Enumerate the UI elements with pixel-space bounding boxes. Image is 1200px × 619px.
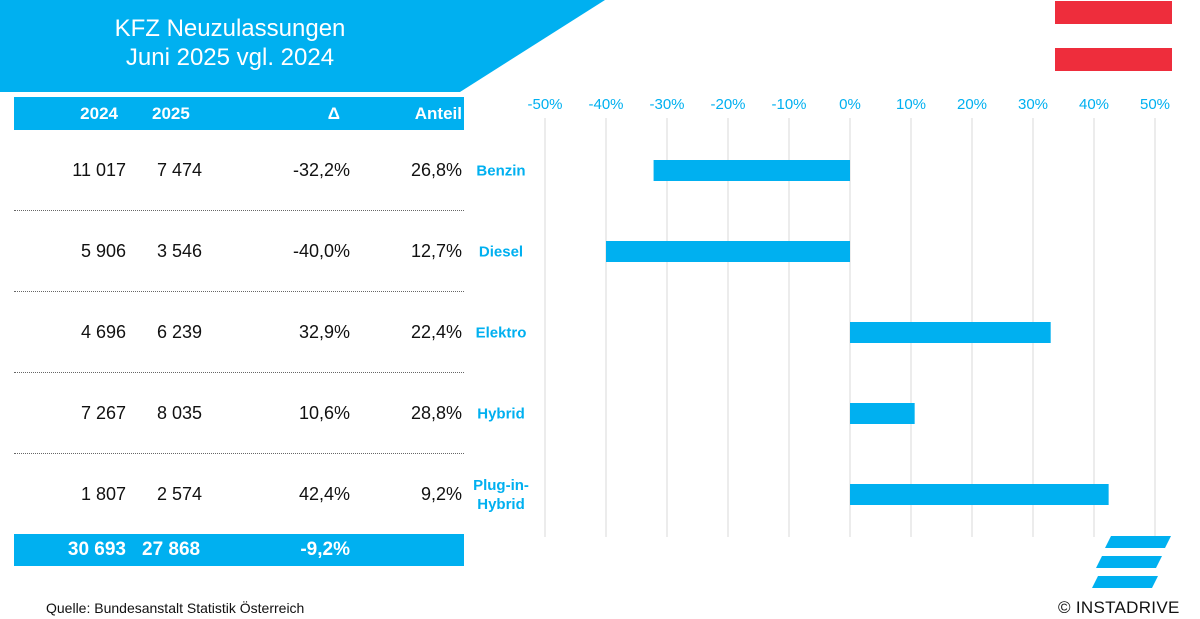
table-total-row: 30 693 27 868 -9,2% bbox=[14, 534, 464, 566]
x-tick-label: -40% bbox=[588, 96, 623, 113]
cell-share: 22,4% bbox=[410, 322, 462, 342]
cell-share: 28,8% bbox=[410, 403, 462, 423]
cell-2025: 6 239 bbox=[157, 322, 203, 342]
x-tick-label: -10% bbox=[771, 96, 806, 113]
data-table: 2024 2025 Δ Anteil 11 017 7 474 -32,2% 2… bbox=[14, 97, 464, 566]
table-row: 11 017 7 474 -32,2% 26,8% bbox=[14, 130, 464, 211]
flag-stripe-bottom bbox=[1055, 48, 1172, 71]
bar bbox=[850, 403, 915, 424]
title-line-1: KFZ Neuzulassungen bbox=[114, 15, 346, 42]
x-tick-label: -50% bbox=[527, 96, 562, 113]
total-2024: 30 693 bbox=[67, 539, 126, 560]
cell-delta: 32,9% bbox=[298, 322, 350, 342]
total-2025: 27 868 bbox=[142, 539, 201, 560]
cell-share: 26,8% bbox=[410, 160, 462, 180]
instadrive-logo-icon bbox=[1092, 536, 1171, 588]
title-line-2: Juni 2025 vgl. 2024 bbox=[125, 44, 335, 71]
x-tick-label: 10% bbox=[896, 96, 926, 113]
col-header-2024: 2024 bbox=[80, 104, 118, 123]
cell-2025: 7 474 bbox=[157, 160, 203, 180]
x-tick-label: 30% bbox=[1018, 96, 1048, 113]
flag-stripe-top bbox=[1055, 1, 1172, 24]
copyright-label: © INSTADRIVE bbox=[1058, 598, 1180, 617]
cell-2025: 2 574 bbox=[157, 484, 203, 504]
bar-layer bbox=[606, 160, 1109, 505]
category-label: Elektro bbox=[476, 325, 527, 342]
x-tick-label: 50% bbox=[1140, 96, 1170, 113]
table-header: 2024 2025 Δ Anteil bbox=[14, 97, 464, 130]
cell-share: 9,2% bbox=[420, 484, 462, 504]
category-label: Hybrid bbox=[477, 406, 525, 423]
category-label: Diesel bbox=[479, 244, 523, 261]
bar bbox=[850, 484, 1109, 505]
cell-2024: 7 267 bbox=[80, 403, 126, 423]
col-header-2025: 2025 bbox=[152, 104, 190, 123]
cell-2024: 1 807 bbox=[80, 484, 126, 504]
category-label: Benzin bbox=[476, 163, 525, 180]
cell-share: 12,7% bbox=[410, 241, 462, 261]
cell-delta: -32,2% bbox=[292, 160, 350, 180]
cell-2024: 5 906 bbox=[80, 241, 126, 261]
category-label-layer: Benzin Diesel Elektro Hybrid Plug-in-Hybrid bbox=[473, 163, 529, 514]
tick-layer: -50% -40% -30% -20% -10% 0% 10% 20% 30% 40% 50% bbox=[527, 96, 1170, 113]
cell-delta: 10,6% bbox=[298, 403, 350, 423]
cell-2025: 8 035 bbox=[157, 403, 203, 423]
title-banner bbox=[0, 0, 605, 92]
page-title: KFZ Neuzulassungen Juni 2025 vgl. 2024 bbox=[0, 14, 460, 72]
x-tick-label: 0% bbox=[839, 96, 861, 113]
table-row: 4 696 6 239 32,9% 22,4% bbox=[14, 292, 464, 373]
total-delta: -9,2% bbox=[300, 539, 350, 560]
cell-delta: 42,4% bbox=[298, 484, 350, 504]
table-row: 5 906 3 546 -40,0% 12,7% bbox=[14, 211, 464, 292]
x-tick-label: 20% bbox=[957, 96, 987, 113]
col-header-delta: Δ bbox=[327, 104, 340, 123]
source-note: Quelle: Bundesanstalt Statistik Österrei… bbox=[46, 600, 305, 616]
x-tick-label: -30% bbox=[649, 96, 684, 113]
cell-delta: -40,0% bbox=[292, 241, 350, 261]
col-header-share: Anteil bbox=[414, 104, 462, 123]
table-row: 1 807 2 574 42,4% 9,2% bbox=[14, 454, 464, 534]
x-tick-label: 40% bbox=[1079, 96, 1109, 113]
bar bbox=[653, 160, 850, 181]
bar bbox=[606, 241, 850, 262]
cell-2024: 11 017 bbox=[72, 160, 126, 180]
table-row: 7 267 8 035 10,6% 28,8% bbox=[14, 373, 464, 454]
cell-2025: 3 546 bbox=[157, 241, 203, 261]
category-label: Plug-in-Hybrid bbox=[473, 477, 529, 513]
bar bbox=[850, 322, 1051, 343]
x-tick-label: -20% bbox=[710, 96, 745, 113]
cell-2024: 4 696 bbox=[80, 322, 126, 342]
grid-layer bbox=[544, 118, 1156, 537]
